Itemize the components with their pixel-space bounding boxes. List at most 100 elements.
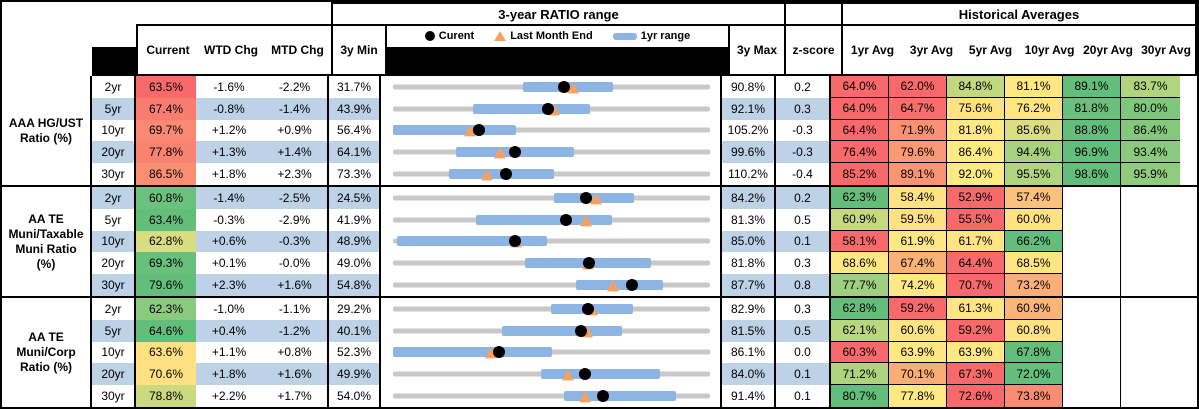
min-3y-cell: 54.8% xyxy=(329,274,381,296)
avg-cell: 68.5% xyxy=(1005,252,1063,275)
col-header-3y-min: 3y Min xyxy=(331,24,387,76)
z-score-cell: 0.1 xyxy=(776,363,831,386)
mtd-chg-cell: +0.9% xyxy=(262,119,329,142)
mtd-chg-cell: -1.4% xyxy=(262,97,329,120)
max-3y-cell: 99.6% xyxy=(722,141,776,164)
range-chart-cell xyxy=(381,319,722,342)
group-separator xyxy=(2,296,1197,298)
range-track xyxy=(393,195,710,201)
avg-cell: 72.0% xyxy=(1005,363,1063,386)
z-score-cell: 0.5 xyxy=(776,208,831,231)
avg-cell xyxy=(1063,252,1121,275)
range-track xyxy=(393,282,710,288)
current-value-cell: 62.8% xyxy=(136,230,196,253)
range-track xyxy=(393,127,710,133)
legend-last-month-label: Last Month End xyxy=(510,30,593,42)
mtd-chg-cell: -0.0% xyxy=(262,252,329,275)
yr-range-bar-icon xyxy=(612,32,637,40)
current-dot xyxy=(559,213,572,226)
max-3y-cell: 81.5% xyxy=(722,319,776,342)
yr-range-bar xyxy=(393,347,553,358)
min-3y-cell: 29.2% xyxy=(329,298,381,320)
term-cell: 2yr xyxy=(92,298,136,320)
range-chart-cell xyxy=(381,274,722,296)
avg-cell: 60.9% xyxy=(1005,298,1063,320)
header-black-cell xyxy=(92,47,138,76)
term-cell: 20yr xyxy=(92,252,136,275)
max-3y-cell: 105.2% xyxy=(722,119,776,142)
avg-cell: 68.6% xyxy=(831,252,889,275)
avg-cell: 70.7% xyxy=(947,274,1005,296)
yr-range-bar xyxy=(576,280,663,291)
avg-cell: 95.9% xyxy=(1121,163,1180,185)
min-3y-cell: 43.9% xyxy=(329,97,381,120)
avg-cell: 61.7% xyxy=(947,230,1005,253)
min-3y-cell: 40.1% xyxy=(329,319,381,342)
z-score-cell: 0.2 xyxy=(776,76,831,98)
avg-cell: 52.9% xyxy=(947,187,1005,209)
last-month-triangle xyxy=(484,347,497,359)
avg-cell: 60.6% xyxy=(889,319,947,342)
avg-cell: 81.1% xyxy=(1005,76,1063,98)
last-month-triangle-icon xyxy=(494,31,507,41)
current-dot-icon xyxy=(424,31,435,41)
avg-cell: 59.2% xyxy=(889,298,947,320)
col-header-30yr-avg: 30yr Avg xyxy=(1141,43,1191,57)
avg-cell: 62.0% xyxy=(889,76,947,98)
current-dot xyxy=(597,390,610,403)
max-3y-cell: 86.1% xyxy=(722,341,776,364)
wtd-chg-cell: +1.2% xyxy=(196,119,262,142)
mtd-chg-cell: -0.3% xyxy=(262,230,329,253)
max-3y-cell: 84.0% xyxy=(722,363,776,386)
avg-cell: 71.2% xyxy=(831,363,889,386)
avg-cell: 61.3% xyxy=(947,298,1005,320)
z-score-cell: -0.3 xyxy=(776,141,831,164)
avg-cell: 63.9% xyxy=(889,341,947,364)
group-label-line: Muni/Taxable xyxy=(8,226,84,241)
col-header-mtd-chg: MTD Chg xyxy=(271,43,324,57)
current-value-cell: 67.4% xyxy=(136,97,196,120)
group-label-line: Ratio (%) xyxy=(20,130,72,145)
avg-cell: 71.9% xyxy=(889,119,947,142)
term-cell: 30yr xyxy=(92,274,136,296)
z-score-cell: 0.8 xyxy=(776,274,831,296)
mtd-chg-cell: -2.2% xyxy=(262,76,329,98)
table-row: 10yr 63.6% +1.1% +0.8% 52.3% 86.1% 0.0 60.3% 63.… xyxy=(92,341,1180,364)
avg-cell: 58.1% xyxy=(831,230,889,253)
avg-cell: 60.9% xyxy=(831,208,889,231)
avg-cell: 64.4% xyxy=(947,252,1005,275)
col-header-10yr-avg: 10yr Avg xyxy=(1024,43,1075,57)
avg-cell: 83.7% xyxy=(1121,76,1180,98)
avg-cell: 64.4% xyxy=(831,119,889,142)
avg-cell: 94.4% xyxy=(1005,141,1063,164)
avg-cell: 60.3% xyxy=(831,341,889,364)
table-row: 30yr 86.5% +1.8% +2.3% 73.3% 110.2% -0.4 85.2% 8… xyxy=(92,163,1180,185)
z-score-cell: 0.5 xyxy=(776,319,831,342)
legend-last-month-end: Last Month End xyxy=(494,30,593,42)
range-chart-cell xyxy=(381,385,722,407)
avg-cell: 60.8% xyxy=(1005,319,1063,342)
table-row: 10yr 69.7% +1.2% +0.9% 56.4% 105.2% -0.3 64.4% 7… xyxy=(92,119,1180,142)
avg-cell: 89.1% xyxy=(889,163,947,185)
avg-cell: 81.8% xyxy=(1063,97,1121,120)
avg-cell: 88.8% xyxy=(1063,119,1121,142)
group-label-line: Muni Ratio xyxy=(15,241,77,256)
group-label-line: (%) xyxy=(36,256,56,271)
wtd-chg-cell: +1.8% xyxy=(196,163,262,185)
current-value-cell: 69.7% xyxy=(136,119,196,142)
last-month-triangle xyxy=(464,125,477,137)
avg-cell: 77.8% xyxy=(889,385,947,407)
min-3y-cell: 52.3% xyxy=(329,341,381,364)
max-3y-cell: 92.1% xyxy=(722,97,776,120)
avg-cell: 57.4% xyxy=(1005,187,1063,209)
table-row: 20yr 70.6% +1.8% +1.6% 49.9% 84.0% 0.1 71.2% 70.… xyxy=(92,363,1180,386)
avg-cell: 61.9% xyxy=(889,230,947,253)
z-score-cell: -0.3 xyxy=(776,119,831,142)
wtd-chg-cell: -0.3% xyxy=(196,208,262,231)
avg-cell: 59.5% xyxy=(889,208,947,231)
current-value-cell: 63.6% xyxy=(136,341,196,364)
avg-cell: 67.4% xyxy=(889,252,947,275)
avg-cell: 86.4% xyxy=(1121,119,1180,142)
col-header-current: Current xyxy=(146,43,190,57)
avg-cell: 62.1% xyxy=(831,319,889,342)
